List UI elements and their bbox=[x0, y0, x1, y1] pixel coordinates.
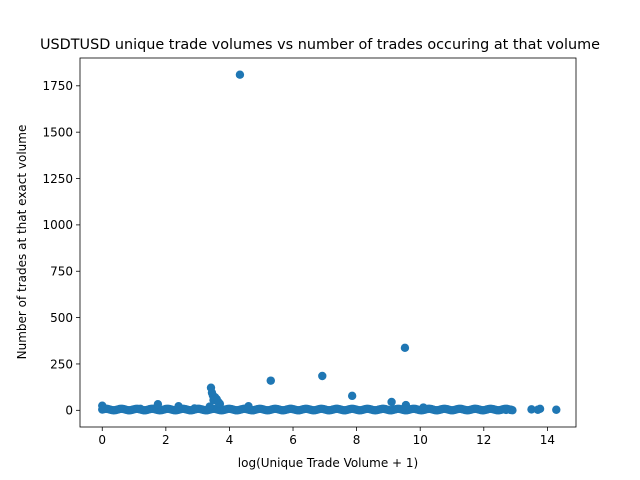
x-tick-label: 4 bbox=[226, 433, 234, 447]
scatter-point bbox=[527, 405, 536, 414]
scatter-point bbox=[419, 403, 428, 412]
x-tick-label: 12 bbox=[476, 433, 491, 447]
y-axis-label: Number of trades at that exact volume bbox=[15, 125, 29, 360]
x-axis-label: log(Unique Trade Volume + 1) bbox=[238, 456, 418, 470]
scatter-point bbox=[501, 405, 511, 415]
x-tick-label: 2 bbox=[162, 433, 170, 447]
scatter-point bbox=[533, 405, 543, 414]
scatter-point bbox=[136, 404, 145, 414]
y-tick-label: 500 bbox=[50, 311, 73, 325]
x-tick-label: 14 bbox=[540, 433, 555, 447]
scatter-point bbox=[400, 343, 410, 353]
plot-area bbox=[98, 70, 561, 415]
plot-frame bbox=[79, 57, 577, 428]
axes: 0 2 4 6 8 10 12 14 0 250 500 750 1000 1250 1500 1750 bbox=[42, 79, 555, 447]
scatter-point bbox=[401, 400, 411, 410]
scatter-point bbox=[552, 405, 561, 414]
chart-title: USDTUSD unique trade volumes vs number o… bbox=[40, 37, 600, 53]
y-tick-label: 0 bbox=[65, 404, 73, 418]
scatter-point bbox=[174, 402, 183, 411]
scatter-point bbox=[318, 371, 327, 381]
scatter-point bbox=[244, 402, 253, 411]
scatter-point bbox=[153, 399, 163, 409]
x-tick-label: 10 bbox=[413, 433, 428, 447]
scatter-point bbox=[190, 404, 199, 413]
scatter-point bbox=[347, 391, 357, 401]
x-tick-label: 0 bbox=[98, 433, 106, 447]
scatter-point bbox=[235, 70, 245, 79]
scatter-point bbox=[387, 397, 396, 407]
y-tick-label: 1500 bbox=[42, 125, 73, 139]
y-tick-label: 1750 bbox=[42, 79, 73, 93]
scatter-point bbox=[215, 399, 225, 409]
scatter-point bbox=[266, 376, 275, 385]
scatter-point bbox=[99, 403, 109, 413]
y-tick-label: 1000 bbox=[42, 218, 73, 232]
y-tick-label: 1250 bbox=[42, 172, 73, 186]
x-tick-label: 8 bbox=[353, 433, 361, 447]
y-tick-label: 250 bbox=[50, 357, 73, 371]
scatter-point bbox=[205, 402, 214, 411]
y-tick-label: 750 bbox=[50, 265, 73, 279]
x-tick-label: 6 bbox=[289, 433, 297, 447]
